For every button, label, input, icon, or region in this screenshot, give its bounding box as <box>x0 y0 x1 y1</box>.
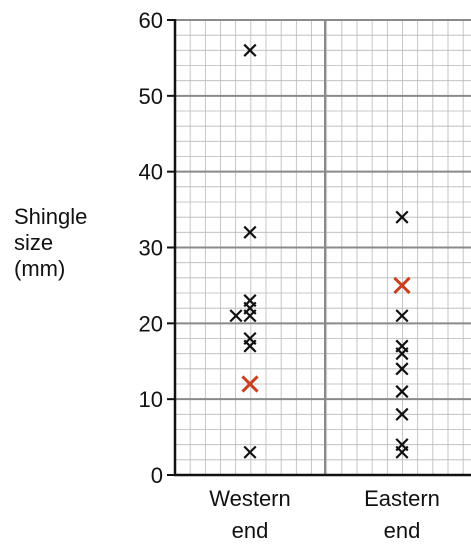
data-point-marker <box>395 347 409 361</box>
x-category-labels: Western end Eastern end <box>209 486 440 543</box>
plot-grid <box>174 19 471 476</box>
data-point-highlight <box>393 276 411 295</box>
data-point-marker <box>229 309 243 323</box>
y-tick-label: 30 <box>139 236 163 261</box>
data-point-marker <box>243 309 257 323</box>
y-tick-label: 10 <box>139 387 163 412</box>
y-tick-labels: 0 10 20 30 40 50 60 <box>139 8 175 488</box>
y-tick-label: 40 <box>139 160 163 185</box>
data-point-marker <box>395 407 409 421</box>
y-axis-label-line: (mm) <box>14 256 65 281</box>
category-label: Western <box>209 486 291 511</box>
data-point-highlight <box>241 375 259 393</box>
data-points <box>229 43 411 459</box>
data-point-marker <box>395 385 409 399</box>
data-point-marker <box>243 225 257 239</box>
data-point-marker <box>243 445 257 459</box>
category-label: Eastern <box>364 486 440 511</box>
y-axis-label-line: Shingle <box>14 204 87 229</box>
category-label: end <box>384 518 421 543</box>
y-tick-label: 20 <box>139 311 163 336</box>
category-label: end <box>232 518 269 543</box>
data-point-marker <box>395 210 409 224</box>
data-point-marker <box>243 43 257 57</box>
data-point-marker <box>243 339 257 353</box>
data-point-marker <box>395 362 409 376</box>
data-point-marker <box>395 309 409 323</box>
y-tick-label: 60 <box>139 8 163 33</box>
y-axis-label-line: size <box>14 230 53 255</box>
data-point-marker <box>395 445 409 459</box>
y-tick-label: 0 <box>151 463 163 488</box>
y-tick-label: 50 <box>139 84 163 109</box>
